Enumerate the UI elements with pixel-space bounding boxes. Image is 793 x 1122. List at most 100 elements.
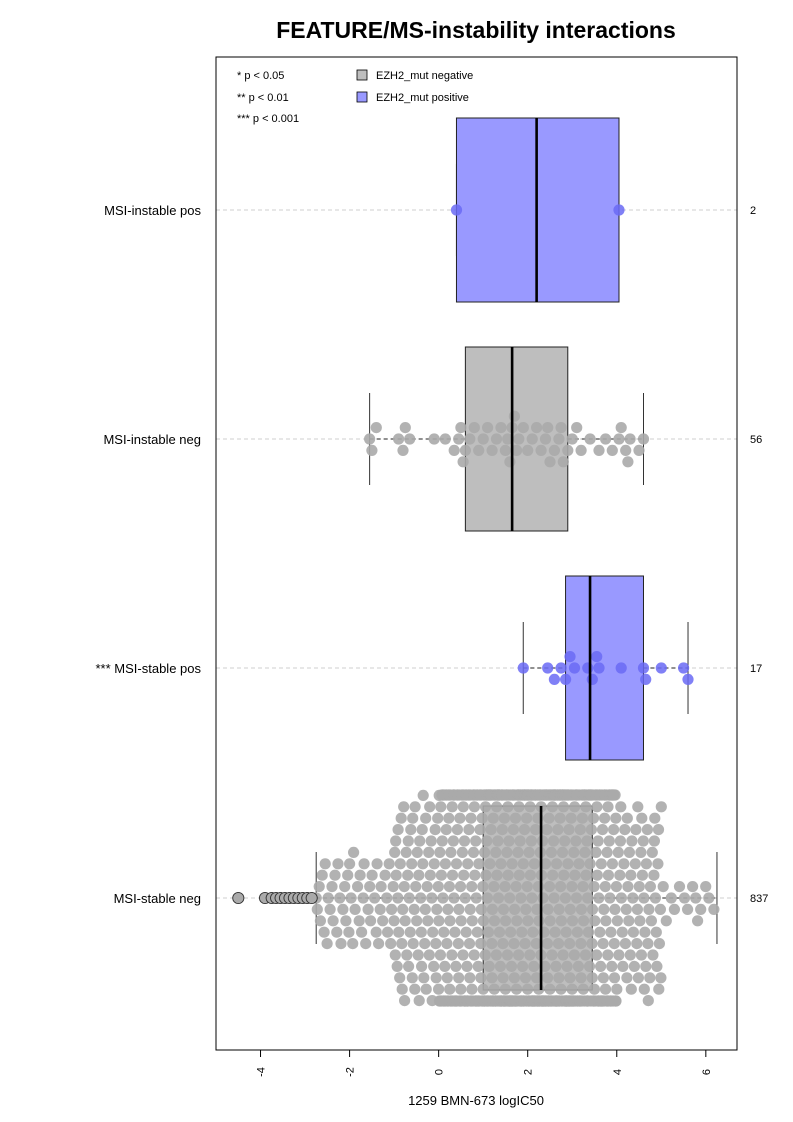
- data-point: [513, 949, 525, 961]
- data-point: [549, 926, 561, 938]
- data-point: [592, 835, 604, 847]
- data-point: [364, 433, 376, 445]
- data-point: [448, 892, 460, 904]
- data-point: [609, 789, 621, 801]
- data-point: [316, 869, 328, 881]
- data-point: [505, 960, 518, 973]
- data-point: [405, 824, 417, 836]
- plot-area: MSI-instable pos 2 MSI-instable neg 56 *** M…: [96, 56, 768, 1077]
- data-point: [453, 972, 465, 984]
- data-point: [353, 915, 365, 927]
- data-point: [580, 801, 592, 813]
- group-label: *** MSI-stable pos: [96, 661, 202, 676]
- data-point: [577, 881, 589, 893]
- data-point: [515, 892, 527, 904]
- data-point: [609, 903, 621, 916]
- data-point: [517, 858, 529, 870]
- data-point: [641, 824, 654, 836]
- data-point: [399, 422, 411, 434]
- data-point: [519, 938, 531, 950]
- data-point: [488, 881, 500, 893]
- data-point: [579, 949, 592, 961]
- data-point: [554, 812, 566, 824]
- data-point: [557, 456, 569, 468]
- data-point: [625, 869, 637, 881]
- data-point: [544, 915, 556, 927]
- data-point: [644, 972, 656, 984]
- data-point: [455, 983, 467, 995]
- data-point: [393, 433, 405, 445]
- data-point: [597, 972, 610, 984]
- data-point: [433, 983, 445, 995]
- data-point: [623, 846, 636, 859]
- data-point: [635, 949, 648, 961]
- data-point: [466, 915, 478, 927]
- data-point: [575, 903, 588, 916]
- data-point: [593, 444, 605, 456]
- data-point: [605, 926, 617, 938]
- data-point: [642, 995, 654, 1007]
- data-point: [456, 846, 468, 859]
- data-point: [521, 881, 533, 893]
- data-point: [396, 983, 408, 995]
- data-point: [541, 824, 553, 836]
- data-point: [314, 915, 326, 927]
- data-point: [324, 903, 336, 916]
- data-point: [490, 949, 502, 961]
- data-point: [381, 892, 393, 904]
- data-point: [519, 972, 532, 984]
- group-label: MSI-stable neg: [114, 891, 201, 906]
- data-point: [599, 881, 611, 893]
- data-point: [366, 869, 378, 881]
- data-point: [319, 858, 331, 870]
- data-point: [417, 858, 429, 870]
- data-point: [555, 881, 567, 893]
- data-point: [370, 422, 382, 434]
- data-point: [413, 869, 425, 881]
- data-point: [491, 801, 503, 813]
- data-point: [439, 433, 451, 445]
- data-point: [548, 892, 560, 904]
- data-point: [586, 903, 599, 916]
- data-point: [400, 846, 412, 859]
- data-point: [491, 869, 503, 881]
- data-point: [453, 433, 465, 445]
- data-point: [446, 869, 459, 881]
- data-point: [466, 983, 478, 995]
- data-point: [459, 892, 471, 904]
- significance-legend-1: * p < 0.05: [237, 70, 284, 82]
- data-point: [595, 858, 607, 870]
- data-point: [345, 892, 357, 904]
- data-point: [708, 903, 720, 916]
- data-point: [527, 926, 539, 938]
- data-point: [564, 903, 576, 916]
- data-point: [591, 869, 603, 881]
- data-point: [555, 662, 567, 674]
- data-point: [524, 801, 536, 813]
- data-point: [640, 960, 652, 973]
- data-point: [421, 881, 433, 893]
- data-point: [637, 835, 649, 847]
- data-point: [409, 801, 421, 813]
- data-point: [596, 824, 609, 836]
- data-point: [508, 938, 520, 950]
- data-point: [513, 433, 525, 445]
- data-point: [318, 926, 330, 938]
- data-point: [542, 903, 554, 916]
- data-point: [467, 846, 480, 859]
- group-label: MSI-instable neg: [103, 432, 201, 447]
- data-point: [495, 422, 507, 434]
- data-point: [475, 903, 487, 916]
- data-point: [476, 812, 488, 824]
- data-point: [477, 915, 489, 927]
- x-axis-title: 1259 BMN-673 logIC50: [408, 1093, 544, 1108]
- data-point: [509, 812, 522, 824]
- data-point: [700, 881, 712, 893]
- outlier-point: [305, 891, 318, 905]
- data-point: [488, 983, 500, 995]
- x-tick-label: 0: [434, 1069, 446, 1075]
- data-point: [526, 433, 538, 445]
- data-point: [383, 858, 395, 870]
- data-point: [332, 858, 344, 870]
- data-point: [629, 858, 641, 870]
